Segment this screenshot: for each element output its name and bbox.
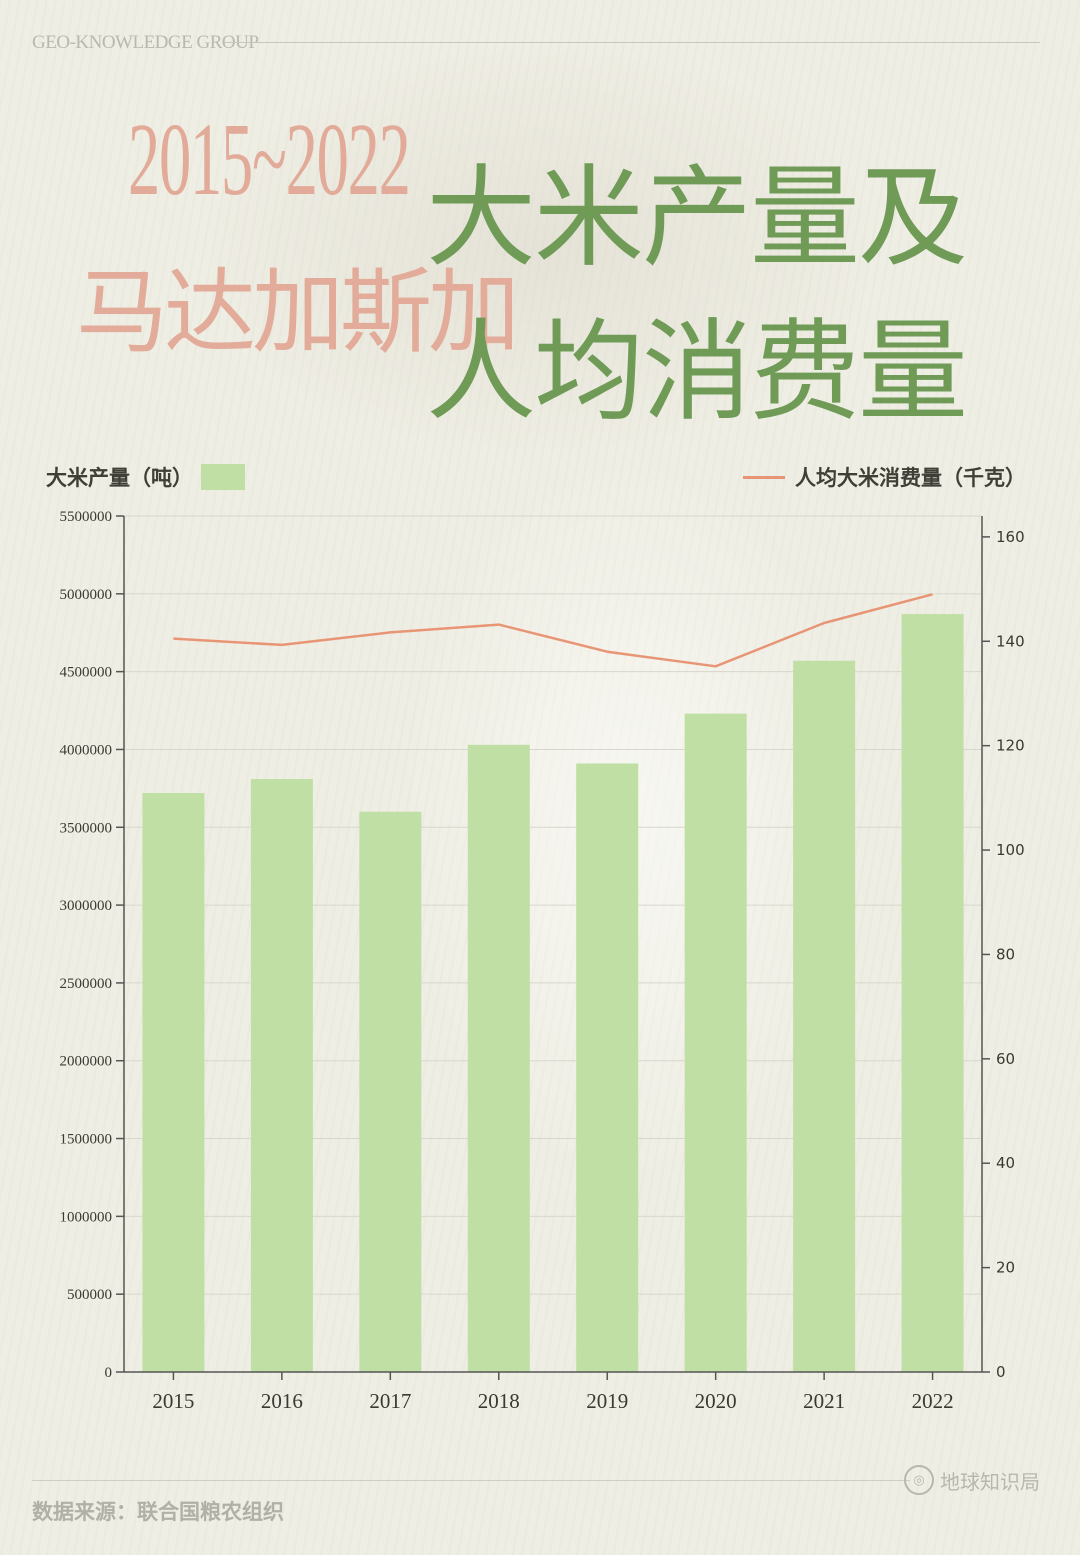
y-right-tick-label: 20 [996, 1259, 1015, 1277]
bar-2021 [793, 660, 856, 1372]
publisher-logo: ◎ 地球知识局 [904, 1465, 1040, 1495]
y-right-tick-label: 140 [996, 632, 1025, 650]
y-right-tick-label: 40 [996, 1154, 1015, 1172]
legend-line: 人均大米消费量（千克） [743, 462, 1026, 492]
y-left-tick-label: 4000000 [60, 742, 113, 758]
consumption-line [173, 593, 933, 668]
header-divider [224, 42, 1040, 43]
x-tick-label-2020: 2020 [695, 1389, 737, 1413]
title-year-range: 2015~2022 [128, 102, 411, 217]
legend-bars: 大米产量（吨） [46, 462, 245, 492]
y-right-tick-label: 0 [996, 1363, 1006, 1381]
data-source: 数据来源：联合国粮农组织 [32, 1500, 284, 1524]
y-left-tick-label: 3500000 [60, 820, 113, 836]
x-tick-label-2016: 2016 [261, 1389, 303, 1413]
legend-bars-label: 大米产量（吨） [46, 466, 193, 490]
title-country: 马达加斯加 [76, 259, 520, 366]
bar-2017 [359, 811, 422, 1372]
x-tick-label-2022: 2022 [912, 1389, 954, 1413]
y-left-tick-label: 2000000 [60, 1054, 113, 1070]
x-tick-label-2018: 2018 [478, 1389, 520, 1413]
y-left-tick-label: 5000000 [60, 587, 113, 603]
title-line-2: 人均消费量 [426, 308, 968, 436]
bar-2015 [142, 793, 205, 1372]
y-left-tick-label: 4500000 [60, 665, 113, 681]
publisher-name: 地球知识局 [940, 1469, 1040, 1494]
legend-line-label: 人均大米消费量（千克） [795, 466, 1026, 490]
y-left-tick-label: 500000 [67, 1287, 112, 1303]
y-right-tick-label: 60 [996, 1050, 1015, 1068]
x-tick-label-2015: 2015 [152, 1389, 194, 1413]
y-right-tick-label: 80 [996, 945, 1015, 963]
footer-divider [32, 1480, 910, 1481]
y-left-tick-label: 1500000 [60, 1132, 113, 1148]
bar-2020 [684, 713, 747, 1372]
legend-bars-swatch [201, 464, 245, 490]
bar-2019 [576, 763, 639, 1372]
x-tick-label-2021: 2021 [803, 1389, 845, 1413]
y-left-tick-label: 2500000 [60, 976, 113, 992]
legend-line-swatch [743, 475, 785, 479]
y-right-tick-label: 100 [996, 841, 1025, 859]
y-right-tick-label: 120 [996, 737, 1025, 755]
y-left-tick-label: 5500000 [60, 509, 113, 525]
y-left-tick-label: 1000000 [60, 1209, 113, 1225]
y-right-tick-label: 160 [996, 528, 1025, 546]
bar-2022 [901, 614, 964, 1372]
x-tick-label-2019: 2019 [586, 1389, 628, 1413]
x-tick-label-2017: 2017 [369, 1389, 411, 1413]
y-left-tick-label: 3000000 [60, 898, 113, 914]
bar-2018 [467, 744, 530, 1372]
y-left-tick-label: 0 [105, 1365, 113, 1381]
brand-label: GEO-KNOWLEDGE GROUP [32, 32, 259, 53]
title-line-1: 大米产量及 [426, 154, 968, 282]
bar-2016 [250, 779, 313, 1372]
globe-seal-icon: ◎ [904, 1465, 934, 1495]
